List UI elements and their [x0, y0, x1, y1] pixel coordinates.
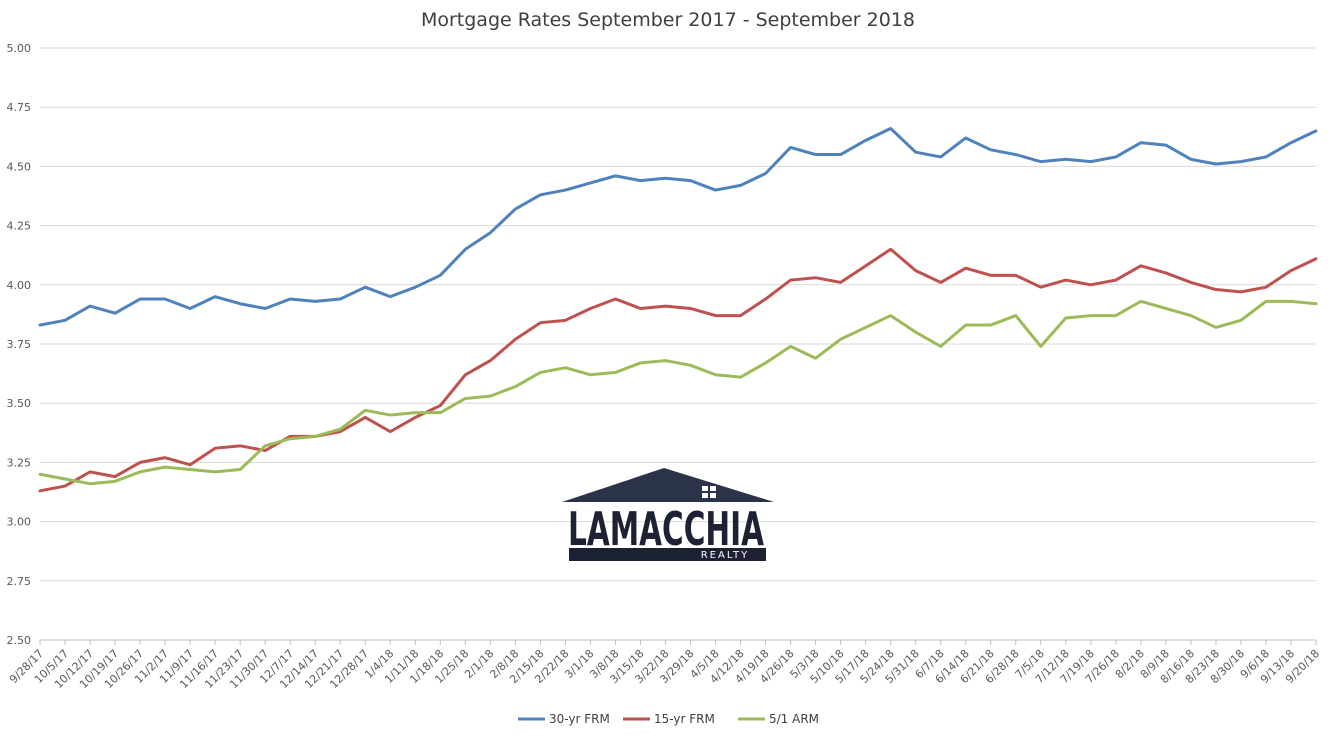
chart-title: Mortgage Rates September 2017 - Septembe… — [421, 9, 915, 31]
logo-wordmark: LAMACCHIA — [568, 502, 764, 556]
logo-subtext: REALTY — [701, 550, 750, 561]
y-axis-tick-labels: 2.50 2.75 3.00 3.25 3.50 3.75 4.00 4.25 4.50 4.75… — [7, 42, 32, 647]
legend: 30-yr FRM 15-yr FRM 5/1 ARM — [518, 712, 819, 726]
y-tick-label: 2.75 — [7, 575, 32, 588]
y-tick-label: 3.00 — [7, 516, 32, 529]
legend-label: 30-yr FRM — [549, 712, 610, 726]
legend-label: 5/1 ARM — [769, 712, 819, 726]
y-tick-label: 4.25 — [7, 220, 32, 233]
y-tick-label: 3.25 — [7, 456, 32, 469]
logo-roof-icon — [562, 468, 774, 502]
y-tick-label: 5.00 — [7, 42, 32, 55]
logo-banner — [569, 548, 766, 561]
legend-item-1: 30-yr FRM — [518, 712, 610, 726]
logo-window-icon — [702, 486, 716, 498]
legend-item-3: 5/1 ARM — [738, 712, 819, 726]
gridlines — [40, 47, 1316, 582]
y-tick-label: 4.50 — [7, 160, 32, 173]
x-axis-tick-labels: 9/28/1710/5/1710/12/1710/19/1710/26/1711… — [7, 640, 1322, 691]
lamacchia-realty-logo: LAMACCHIA REALTY — [562, 468, 774, 561]
series-line-1 — [38, 127, 1318, 327]
y-tick-label: 3.50 — [7, 397, 32, 410]
series-lines — [38, 127, 1318, 493]
legend-item-2: 15-yr FRM — [623, 712, 715, 726]
series-line-3 — [38, 299, 1318, 486]
y-tick-label: 4.00 — [7, 279, 32, 292]
legend-label: 15-yr FRM — [654, 712, 715, 726]
series-line-2 — [38, 247, 1318, 493]
y-tick-label: 3.75 — [7, 338, 32, 351]
y-tick-label: 2.50 — [7, 634, 32, 647]
y-tick-label: 4.75 — [7, 101, 32, 114]
